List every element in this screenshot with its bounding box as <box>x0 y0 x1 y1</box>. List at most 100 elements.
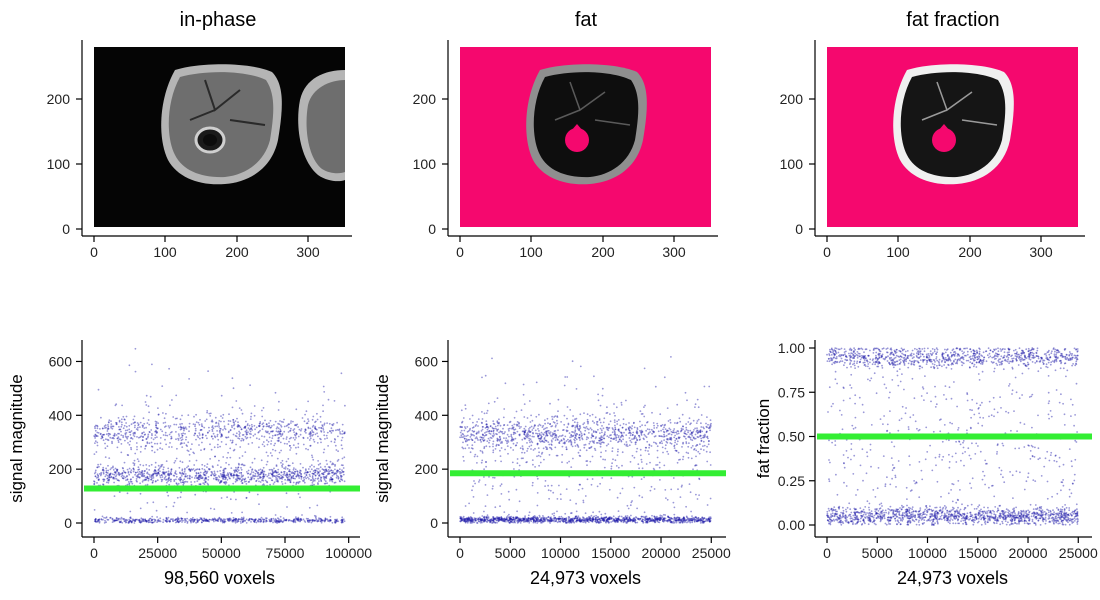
data-point <box>299 470 302 472</box>
data-point <box>340 476 343 479</box>
data-point <box>495 433 497 435</box>
data-point <box>308 519 311 521</box>
data-point <box>120 451 123 454</box>
data-point <box>255 480 257 483</box>
data-point <box>302 443 305 446</box>
data-point <box>134 347 137 350</box>
data-point <box>131 482 134 485</box>
data-point <box>130 521 133 524</box>
data-point <box>294 470 296 473</box>
data-point <box>180 475 183 477</box>
data-point <box>692 516 694 519</box>
data-point <box>290 427 292 430</box>
data-point <box>688 483 691 485</box>
data-point <box>288 470 290 473</box>
data-point <box>571 520 574 523</box>
data-point <box>670 488 673 491</box>
data-point <box>231 441 234 443</box>
data-point <box>322 410 324 413</box>
data-point <box>316 418 319 421</box>
data-point <box>277 409 280 411</box>
data-point <box>208 520 211 523</box>
data-point <box>707 440 710 443</box>
data-point <box>208 412 211 415</box>
data-point <box>133 415 136 418</box>
data-point <box>216 519 219 522</box>
data-point <box>299 469 301 472</box>
data-point <box>516 421 519 423</box>
data-point <box>132 462 135 464</box>
data-point <box>660 435 663 437</box>
data-point <box>193 520 196 523</box>
data-point <box>339 431 341 433</box>
data-point <box>140 521 142 524</box>
data-point <box>273 467 275 470</box>
data-point <box>319 520 322 523</box>
data-point <box>487 437 490 440</box>
data-point <box>123 475 125 478</box>
data-point <box>162 472 165 475</box>
data-point <box>635 516 638 519</box>
data-point <box>620 519 622 521</box>
data-point <box>126 437 129 440</box>
data-point <box>106 518 109 521</box>
data-point <box>276 480 279 483</box>
data-point <box>644 424 647 427</box>
data-point <box>293 428 296 430</box>
data-point <box>595 514 597 517</box>
data-point <box>318 426 320 429</box>
data-point <box>131 521 133 524</box>
data-point <box>293 518 295 521</box>
data-point <box>191 519 194 522</box>
data-point <box>655 426 658 429</box>
data-point <box>317 520 320 522</box>
data-point <box>290 519 292 522</box>
data-point <box>296 481 298 484</box>
data-point <box>112 519 115 522</box>
data-point <box>686 399 688 402</box>
data-point <box>276 522 278 524</box>
data-point <box>527 517 530 520</box>
data-point <box>232 475 234 477</box>
data-point <box>140 435 143 438</box>
data-point <box>531 429 534 431</box>
data-point <box>589 460 592 463</box>
data-point <box>224 477 227 480</box>
data-point <box>309 445 312 447</box>
data-point <box>254 518 257 521</box>
data-point <box>168 477 170 479</box>
data-point <box>129 516 132 519</box>
data-point <box>170 470 173 472</box>
data-point <box>135 479 138 482</box>
data-point <box>283 467 285 470</box>
data-point <box>194 429 197 432</box>
data-point <box>137 466 140 469</box>
data-point <box>685 505 687 508</box>
data-point <box>191 469 194 471</box>
data-point <box>670 433 673 436</box>
data-point <box>281 478 284 480</box>
data-point <box>302 518 305 521</box>
data-point <box>164 476 166 479</box>
data-point <box>305 422 308 425</box>
data-point <box>292 477 295 480</box>
data-point <box>287 426 290 429</box>
data-point <box>330 432 333 434</box>
data-point <box>336 469 339 472</box>
panel-title: fat <box>575 9 598 31</box>
data-point <box>173 480 176 482</box>
data-point <box>601 387 604 390</box>
data-point <box>320 441 322 444</box>
data-point <box>696 498 699 500</box>
data-point <box>138 518 141 521</box>
data-point <box>270 430 273 433</box>
data-point <box>249 436 252 439</box>
data-point <box>615 437 617 440</box>
data-point <box>616 420 618 423</box>
data-point <box>95 477 98 479</box>
data-point <box>257 431 260 434</box>
data-point <box>110 467 113 469</box>
data-point <box>208 518 211 521</box>
data-point <box>151 518 153 521</box>
data-point <box>304 468 307 471</box>
